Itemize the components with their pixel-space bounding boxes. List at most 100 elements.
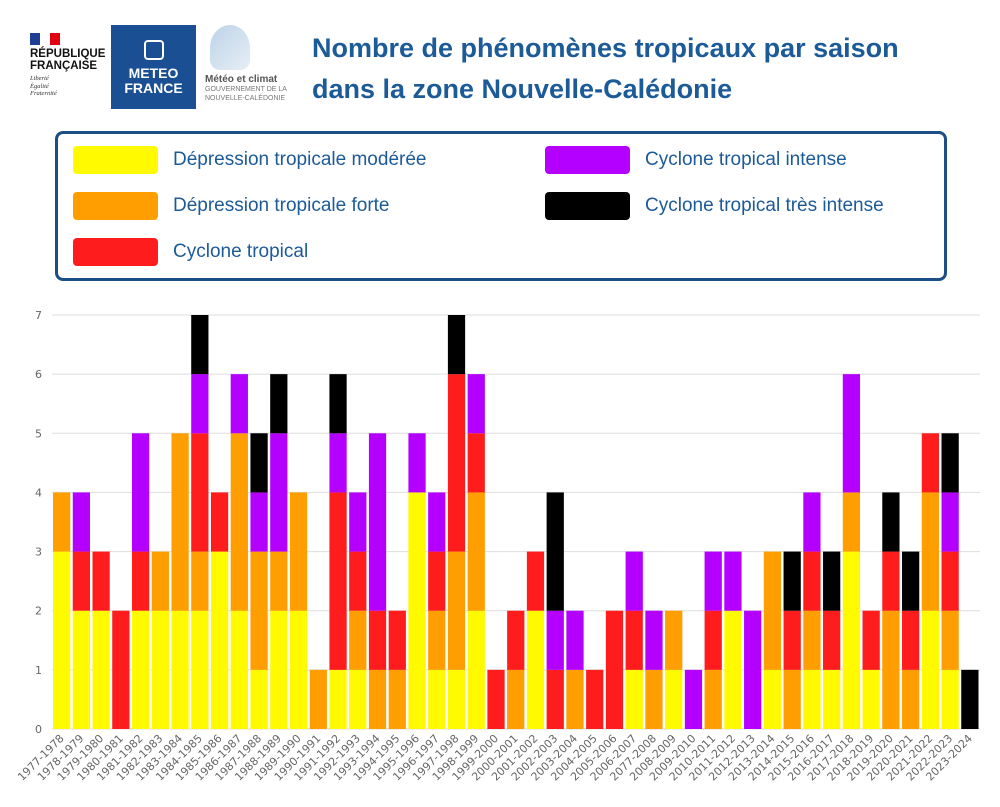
bar-segment <box>921 492 940 611</box>
bar-segment <box>546 492 564 611</box>
bar-segment <box>151 551 169 611</box>
republique-francaise-logo: RÉPUBLIQUE FRANÇAISE Liberté Égalité Fra… <box>30 33 110 98</box>
bar-segment <box>487 669 505 729</box>
bar-segment <box>92 551 110 611</box>
bar-segment <box>803 669 821 729</box>
legend-item: Dépression tropicale modérée <box>73 146 426 174</box>
french-flag-icon <box>30 33 60 45</box>
bar-segment <box>447 551 466 670</box>
bar-segment <box>823 610 841 670</box>
bar-segment <box>309 669 327 729</box>
bar-segment <box>408 492 426 729</box>
legend-swatch <box>73 238 158 266</box>
bar-segment <box>250 551 268 670</box>
bar-segment <box>744 610 762 729</box>
bar-segment <box>72 492 90 552</box>
bar-segment <box>329 433 347 493</box>
bar-segment <box>151 610 169 729</box>
bar-segment <box>191 374 209 434</box>
bar-segment <box>625 551 643 611</box>
legend: Dépression tropicale modérée Dépression … <box>55 131 947 281</box>
bar-segment <box>783 610 801 670</box>
bar-segment <box>941 492 959 552</box>
bar-segment <box>270 551 288 611</box>
bar-segment <box>862 610 880 670</box>
bar-segment <box>171 610 189 729</box>
bar-segment <box>428 551 446 611</box>
bar-segment <box>72 551 90 611</box>
bar-segment <box>763 551 782 670</box>
bar-segment <box>665 610 683 670</box>
bar-segment <box>803 492 821 552</box>
bar-segment <box>329 669 347 729</box>
bar-segment <box>902 551 920 611</box>
bar-segment <box>704 669 722 729</box>
y-tick-label: 6 <box>35 368 42 381</box>
bar-segment <box>842 374 861 493</box>
bar-segment <box>941 610 959 670</box>
bar-segment <box>131 610 150 729</box>
bar-segment <box>467 610 485 729</box>
bar-segment <box>388 610 406 670</box>
bar-segment <box>941 433 959 493</box>
bar-segment <box>191 433 209 552</box>
bar-segment <box>368 610 387 670</box>
bar-segment <box>803 551 821 611</box>
y-tick-label: 5 <box>35 427 42 440</box>
bar-segment <box>586 669 604 729</box>
bar-segment <box>961 669 979 729</box>
bar-segment <box>289 610 308 729</box>
bar-segment <box>902 669 920 729</box>
bar-segment <box>526 610 545 729</box>
bar-segment <box>704 551 722 611</box>
bar-segment <box>112 610 130 729</box>
y-tick-label: 3 <box>35 546 42 559</box>
bar-segment <box>447 669 466 729</box>
bar-segment <box>447 374 466 552</box>
bar-segment <box>270 610 288 729</box>
bar-segment <box>684 669 703 729</box>
rf-name: RÉPUBLIQUE FRANÇAISE <box>30 48 106 72</box>
nautilus-icon <box>210 25 250 70</box>
bar-segment <box>665 669 683 729</box>
y-tick-label: 0 <box>35 723 42 736</box>
meteo-france-icon <box>143 40 164 60</box>
bar-segment <box>191 315 209 375</box>
bar-segment <box>428 610 446 670</box>
bar-segment <box>230 433 248 611</box>
bar-segment <box>704 610 722 670</box>
legend-swatch <box>545 146 630 174</box>
bar-segment <box>467 433 485 493</box>
bar-segment <box>270 433 288 552</box>
bar-segment <box>53 551 71 729</box>
legend-item: Dépression tropicale forte <box>73 192 390 220</box>
legend-swatch <box>545 192 630 220</box>
bar-segment <box>250 492 268 552</box>
bar-segment <box>882 492 900 552</box>
bar-segment <box>842 492 861 552</box>
y-tick-label: 4 <box>35 486 42 499</box>
bar-segment <box>349 669 367 729</box>
bar-segment <box>329 374 347 434</box>
bar-segment <box>210 492 229 552</box>
bar-segment <box>507 610 525 670</box>
bar-segment <box>368 669 387 729</box>
bar-segment <box>724 610 742 729</box>
bar-segment <box>546 610 564 670</box>
bar-segment <box>53 492 71 552</box>
meteo-france-logo: METEO FRANCE <box>111 25 196 109</box>
bar-segment <box>507 669 525 729</box>
bar-segment <box>783 669 801 729</box>
bar-segment <box>803 610 821 670</box>
bar-segment <box>428 492 446 552</box>
bar-segment <box>566 610 584 670</box>
bar-segment <box>230 610 248 729</box>
legend-swatch <box>73 192 158 220</box>
bar-segment <box>289 492 308 611</box>
bar-segment <box>349 551 367 611</box>
bar-segment <box>191 610 209 729</box>
bar-segment <box>467 492 485 611</box>
bar-segment <box>388 669 406 729</box>
